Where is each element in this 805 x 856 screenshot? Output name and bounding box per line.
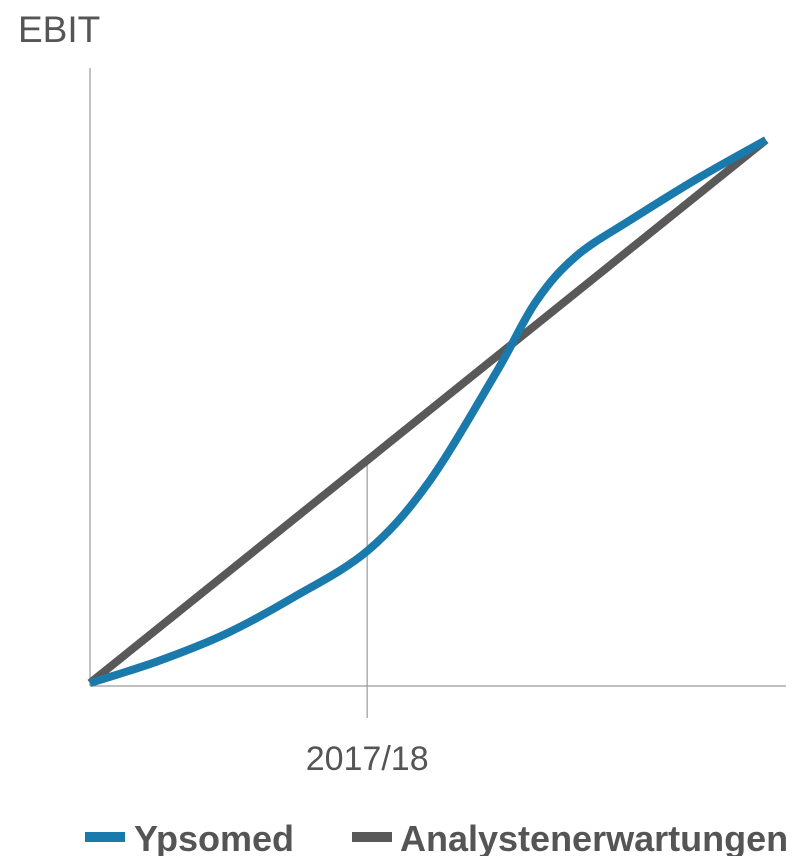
legend-label-ypsomed: Ypsomed	[134, 818, 294, 856]
y-axis-label: EBIT	[18, 9, 100, 50]
series-line-analystenerwartungen	[87, 136, 769, 687]
legend: Ypsomed Analystenerwartungen	[85, 818, 788, 856]
legend-swatch-analystenerwartungen	[352, 832, 392, 842]
legend-label-analystenerwartungen: Analystenerwartungen	[400, 818, 788, 856]
x-tick-label: 2017/18	[306, 740, 429, 778]
series-line-ypsomed	[88, 136, 768, 687]
chart-marks: 2017/18	[87, 136, 769, 778]
legend-swatch-ypsomed	[85, 832, 125, 842]
